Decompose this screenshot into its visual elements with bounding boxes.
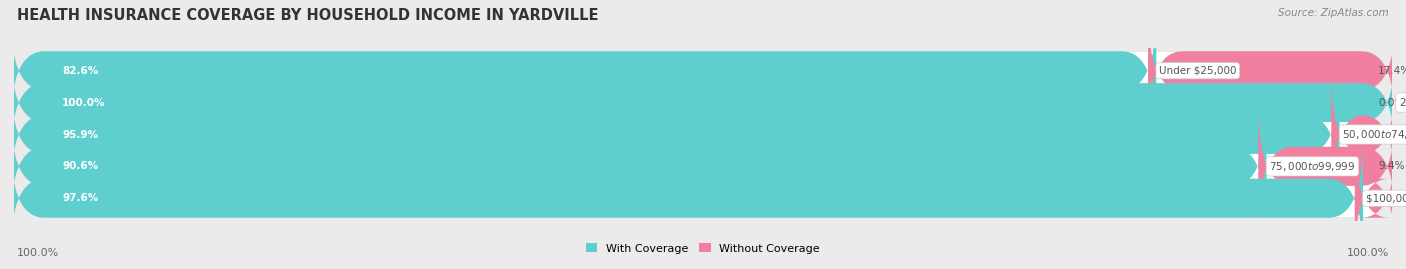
Text: 9.4%: 9.4%	[1378, 161, 1405, 171]
Text: 82.6%: 82.6%	[62, 66, 98, 76]
Text: Under $25,000: Under $25,000	[1159, 66, 1237, 76]
FancyBboxPatch shape	[1149, 10, 1396, 131]
FancyBboxPatch shape	[1355, 138, 1396, 259]
FancyBboxPatch shape	[10, 106, 1396, 227]
Text: 100.0%: 100.0%	[62, 98, 105, 108]
Text: 4.1%: 4.1%	[1378, 129, 1405, 140]
Text: 100.0%: 100.0%	[17, 248, 59, 258]
FancyBboxPatch shape	[10, 74, 1340, 195]
FancyBboxPatch shape	[10, 42, 1396, 163]
Text: 100.0%: 100.0%	[1347, 248, 1389, 258]
FancyBboxPatch shape	[10, 138, 1362, 259]
Text: $50,000 to $74,999: $50,000 to $74,999	[1343, 128, 1406, 141]
FancyBboxPatch shape	[10, 74, 1396, 195]
FancyBboxPatch shape	[10, 42, 1396, 163]
Text: 0.0%: 0.0%	[1378, 98, 1405, 108]
FancyBboxPatch shape	[1331, 74, 1396, 195]
Text: 2.4%: 2.4%	[1378, 193, 1405, 203]
FancyBboxPatch shape	[1258, 106, 1396, 227]
Text: 90.6%: 90.6%	[62, 161, 98, 171]
Text: Source: ZipAtlas.com: Source: ZipAtlas.com	[1278, 8, 1389, 18]
Text: $25,000 to $49,999: $25,000 to $49,999	[1399, 96, 1406, 109]
FancyBboxPatch shape	[10, 10, 1396, 131]
Text: $75,000 to $99,999: $75,000 to $99,999	[1270, 160, 1355, 173]
Legend: With Coverage, Without Coverage: With Coverage, Without Coverage	[582, 239, 824, 258]
Text: 17.4%: 17.4%	[1378, 66, 1406, 76]
Text: 95.9%: 95.9%	[62, 129, 98, 140]
FancyBboxPatch shape	[10, 10, 1156, 131]
Text: 97.6%: 97.6%	[62, 193, 98, 203]
FancyBboxPatch shape	[10, 106, 1267, 227]
Text: HEALTH INSURANCE COVERAGE BY HOUSEHOLD INCOME IN YARDVILLE: HEALTH INSURANCE COVERAGE BY HOUSEHOLD I…	[17, 8, 599, 23]
Text: $100,000 and over: $100,000 and over	[1365, 193, 1406, 203]
FancyBboxPatch shape	[10, 138, 1396, 259]
